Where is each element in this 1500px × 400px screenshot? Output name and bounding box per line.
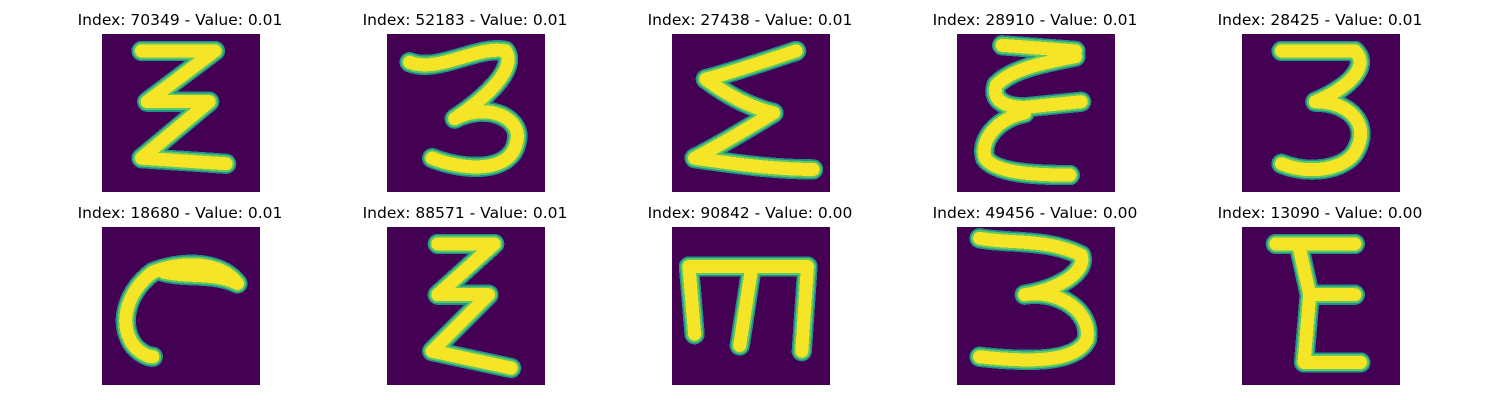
panel-8: Index: 90842 - Value: 0.00 <box>600 193 900 385</box>
digit-image <box>102 227 260 385</box>
panel-title: Index: 13090 - Value: 0.00 <box>1217 204 1423 222</box>
panel-title: Index: 49456 - Value: 0.00 <box>932 204 1138 222</box>
panel-3: Index: 27438 - Value: 0.01 <box>600 0 900 192</box>
panel-2: Index: 52183 - Value: 0.01 <box>315 0 615 192</box>
panel-title: Index: 27438 - Value: 0.01 <box>647 11 853 29</box>
digit-image <box>957 227 1115 385</box>
panel-7: Index: 88571 - Value: 0.01 <box>315 193 615 385</box>
panel-title: Index: 28425 - Value: 0.01 <box>1217 11 1423 29</box>
digit-image <box>672 227 830 385</box>
panel-6: Index: 18680 - Value: 0.01 <box>30 193 330 385</box>
digit-image <box>1242 34 1400 192</box>
digit-image <box>387 34 545 192</box>
panel-title: Index: 52183 - Value: 0.01 <box>362 11 568 29</box>
panel-title: Index: 28910 - Value: 0.01 <box>932 11 1138 29</box>
panel-title: Index: 88571 - Value: 0.01 <box>362 204 568 222</box>
digit-image <box>1242 227 1400 385</box>
panel-10: Index: 13090 - Value: 0.00 <box>1170 193 1470 385</box>
panel-4: Index: 28910 - Value: 0.01 <box>885 0 1185 192</box>
digit-image <box>672 34 830 192</box>
panel-title: Index: 18680 - Value: 0.01 <box>77 204 283 222</box>
digit-image <box>387 227 545 385</box>
panel-title: Index: 70349 - Value: 0.01 <box>77 11 283 29</box>
panel-5: Index: 28425 - Value: 0.01 <box>1170 0 1470 192</box>
panel-title: Index: 90842 - Value: 0.00 <box>647 204 853 222</box>
digit-image <box>957 34 1115 192</box>
digit-image <box>102 34 260 192</box>
panel-9: Index: 49456 - Value: 0.00 <box>885 193 1185 385</box>
panel-1: Index: 70349 - Value: 0.01 <box>30 0 330 192</box>
